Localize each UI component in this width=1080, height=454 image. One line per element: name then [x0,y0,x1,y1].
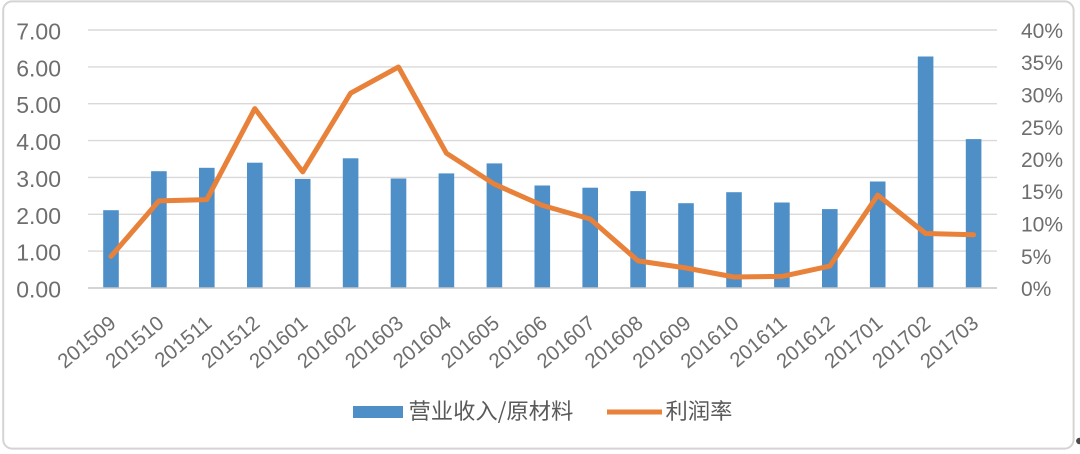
svg-text:0%: 0% [1021,278,1051,301]
svg-text:25%: 25% [1021,117,1063,140]
svg-text:15%: 15% [1021,181,1063,204]
svg-text:5.00: 5.00 [16,92,61,118]
svg-text:10%: 10% [1021,214,1063,237]
svg-text:1.00: 1.00 [16,240,61,266]
svg-text:3.00: 3.00 [16,166,61,192]
svg-text:4.00: 4.00 [16,129,61,155]
svg-text:5%: 5% [1021,246,1051,269]
svg-text:7.00: 7.00 [16,19,61,45]
svg-text:35%: 35% [1021,52,1063,75]
svg-text:0.00: 0.00 [16,277,61,303]
svg-text:6.00: 6.00 [16,55,61,81]
svg-text:30%: 30% [1021,85,1063,108]
svg-text:2.00: 2.00 [16,203,61,229]
svg-text:20%: 20% [1021,149,1063,172]
svg-text:40%: 40% [1021,20,1063,43]
